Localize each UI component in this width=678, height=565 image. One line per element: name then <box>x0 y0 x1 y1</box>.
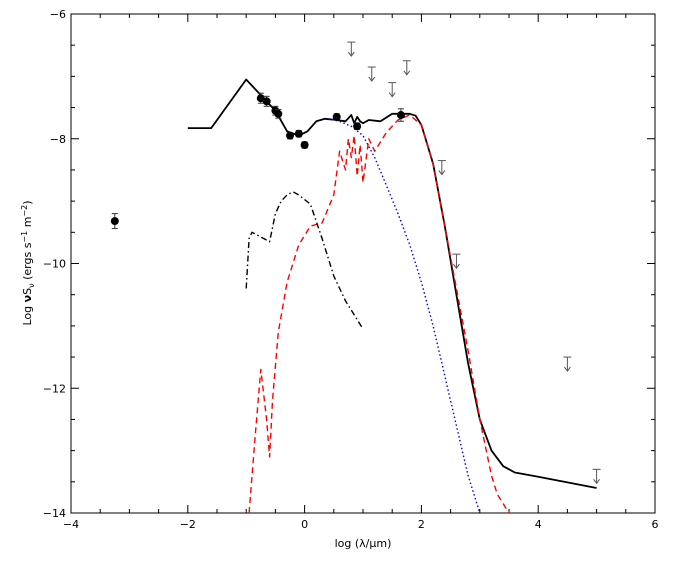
series-line-dash-dot <box>245 191 364 330</box>
upper-limit-arrowhead <box>564 366 571 372</box>
x-axis-label: log (λ/μm) <box>335 537 392 550</box>
data-point <box>300 140 309 149</box>
data-point <box>353 122 362 131</box>
upper-limit-marker <box>402 60 411 76</box>
x-tick-label: 2 <box>418 518 425 531</box>
series-line-solid <box>187 78 597 489</box>
data-point-marker <box>353 122 362 131</box>
upper-limit-marker <box>592 468 601 485</box>
upper-limit-marker <box>388 82 397 98</box>
x-tick-label: −2 <box>180 518 196 531</box>
y-axis-label: Log νSν (ergs s−1 m−2) <box>20 200 36 325</box>
upper-limit-marker <box>563 356 572 372</box>
series-line-dotted <box>327 118 481 514</box>
x-tick-label: 0 <box>301 518 308 531</box>
y-tick-labels: −14 −12 −10 −8 −6 <box>43 8 66 520</box>
data-point <box>286 131 294 140</box>
upper-limit-arrowhead <box>388 92 396 98</box>
data-point-marker <box>274 109 283 118</box>
data-point-marker <box>262 97 271 106</box>
upper-limit-arrowhead <box>403 70 411 76</box>
x-tick-labels: −4 −2 0 2 4 6 <box>63 518 659 531</box>
data-point-marker <box>110 217 119 226</box>
upper-limit-arrowhead <box>438 170 446 176</box>
upper-limit-marker <box>452 253 461 269</box>
y-tick-label: −12 <box>43 382 66 395</box>
series-layer <box>187 78 597 514</box>
y-tick-label: −6 <box>50 8 66 21</box>
x-tick-label: 4 <box>535 518 542 531</box>
data-point <box>396 108 405 122</box>
data-point <box>110 213 119 230</box>
upper-limit-marker <box>367 66 376 82</box>
data-point-marker <box>396 111 405 120</box>
axis-ticks <box>70 13 656 514</box>
data-point-marker <box>286 131 294 140</box>
data-point-marker <box>332 112 341 121</box>
upper-limit-arrowhead <box>347 51 355 57</box>
x-tick-label: 6 <box>652 518 659 531</box>
y-tick-label: −10 <box>43 258 66 271</box>
upper-limits-layer <box>347 41 601 485</box>
data-point <box>332 112 341 121</box>
plot-frame <box>70 13 656 514</box>
data-point-marker <box>294 129 303 138</box>
data-point-marker <box>300 140 309 149</box>
upper-limit-arrowhead <box>593 479 600 485</box>
x-tick-label: −4 <box>63 518 79 531</box>
upper-limit-arrowhead <box>368 76 376 82</box>
data-point <box>274 108 283 119</box>
data-points-layer <box>110 92 405 230</box>
upper-limit-arrowhead <box>453 263 460 269</box>
upper-limit-marker <box>347 41 356 57</box>
y-tick-label: −8 <box>50 133 66 146</box>
upper-limit-marker <box>437 160 446 176</box>
data-point <box>294 129 303 138</box>
data-point <box>262 95 271 107</box>
series-line-dashed <box>248 114 510 514</box>
y-tick-label: −14 <box>43 507 66 520</box>
